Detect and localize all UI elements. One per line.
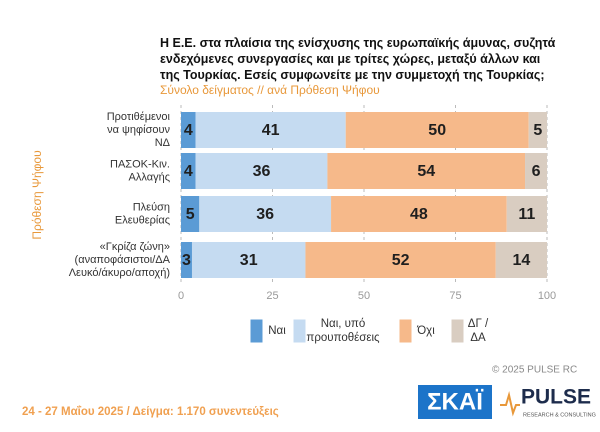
legend-swatch [450,318,465,344]
y-axis-label: Πρόθεση Ψήφου [30,150,44,239]
x-tick-label: 25 [266,290,278,302]
category-label: «Γκρίζα ζώνη» (αναποφάσιστοι/ΔΑ Λευκό/άκυρ… [69,241,171,279]
copyright: © 2025 PULSE RC [492,365,577,376]
bar-segment [345,112,529,148]
value-label: 5 [186,206,195,223]
skai-logo: ΣΚΑΪ [427,388,484,415]
bar-segment [506,196,547,232]
value-label: 31 [240,252,258,269]
bar-segment [525,153,547,189]
x-tick-label: 75 [449,290,461,302]
pulse-icon [500,391,520,417]
bar-segment [181,196,200,232]
x-tick-label: 50 [358,290,370,302]
bar-segment [191,242,306,278]
bar-segment [327,153,526,189]
value-label: 52 [392,252,410,269]
value-label: 36 [256,206,274,223]
bar-segment [528,112,547,148]
value-label: 4 [184,163,193,180]
bar-segment [195,112,346,148]
legend-label: Ναι, υπό προυποθέσεις [306,318,380,344]
value-label: 41 [262,122,280,139]
bar-segment [495,242,547,278]
legend-swatch [398,318,413,344]
legend-label: ΔΓ / ΔΑ [468,318,489,344]
value-label: 6 [532,163,541,180]
value-label: 4 [184,122,193,139]
bar-segment [305,242,496,278]
legend-swatch [249,318,264,344]
value-label: 36 [253,163,271,180]
bar-segment [181,242,192,278]
value-label: 48 [410,206,428,223]
category-label: Προτιθέμενοι να ψηφίσουν ΝΔ [107,111,171,149]
legend-label: Ναι [268,325,286,337]
chart-subtitle: Σύνολο δείγματος // ανά Πρόθεση Ψήφου [160,83,380,97]
value-label: 50 [428,122,446,139]
category-label: Πλεύση Ελευθερίας [115,201,170,226]
pulse-logo-sub: RESEARCH & CONSULTING [523,412,596,418]
pulse-logo: PULSE [521,386,591,409]
x-tick-label: 100 [538,290,556,302]
value-label: 3 [182,252,191,269]
bar-segment [199,196,332,232]
category-label: ΠΑΣΟΚ-Κιν. Αλλαγής [110,158,170,183]
bar-segment [331,196,507,232]
legend-swatch [292,318,307,344]
legend-label: Όχι [416,325,435,337]
source-note: 24 - 27 Μαΐου 2025 / Δείγμα: 1.170 συνεν… [22,406,279,418]
value-label: 5 [533,122,542,139]
chart-title: Η Ε.Ε. στα πλαίσια της ενίσχυσης της ευρ… [160,36,556,82]
value-label: 14 [512,252,530,269]
bar-segment [195,153,328,189]
value-label: 54 [417,163,435,180]
skai-logo-bg [418,385,492,419]
value-label: 11 [518,206,535,223]
x-tick-label: 0 [178,290,184,302]
bar-segment [181,153,196,189]
bar-segment [181,112,196,148]
